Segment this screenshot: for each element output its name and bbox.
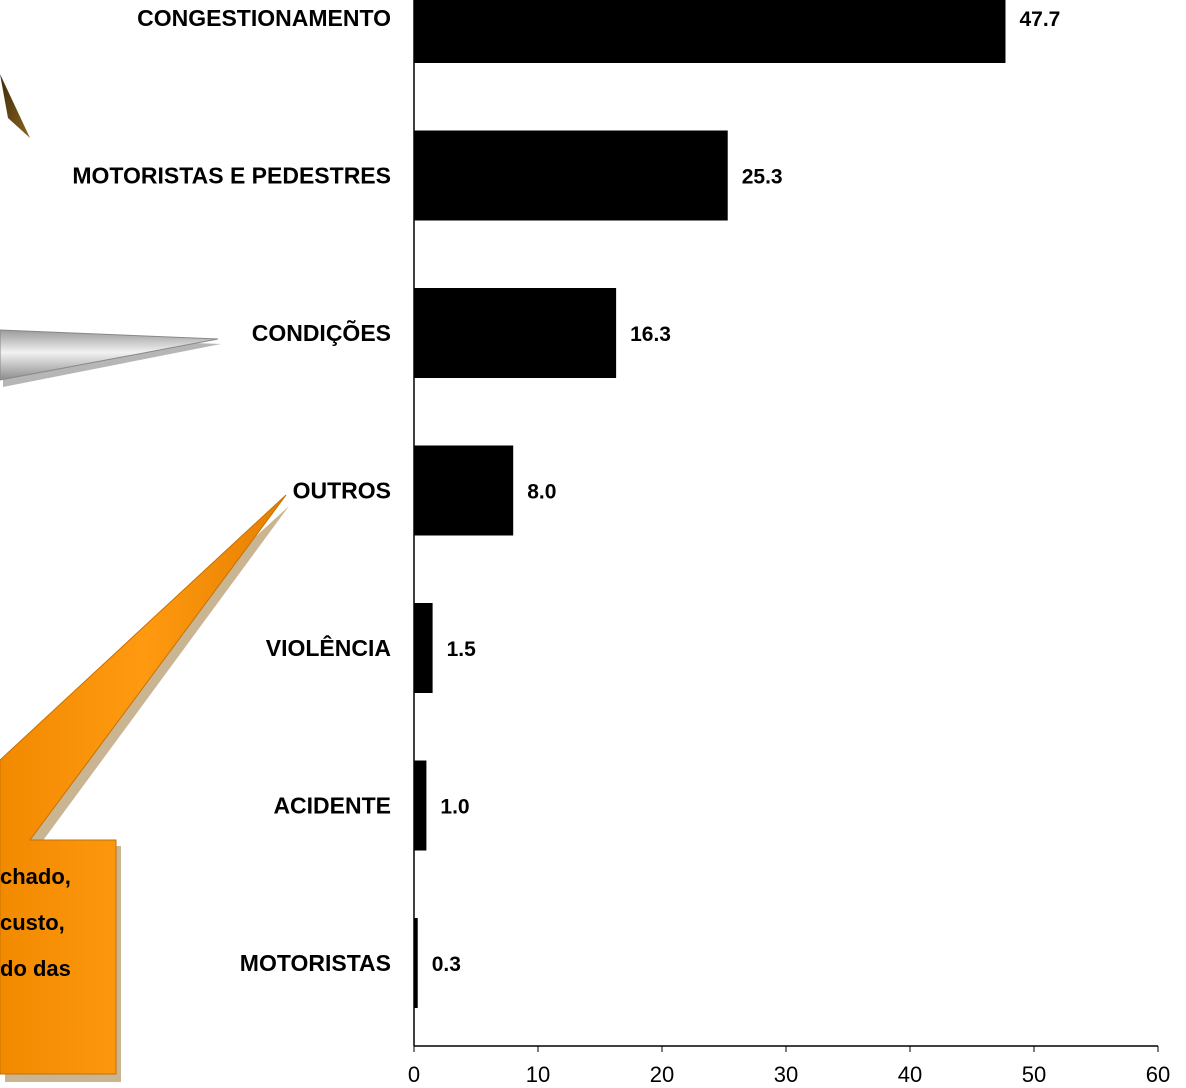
gray-callout-pointer [0,329,219,381]
value-label-6: 0.3 [432,953,461,976]
bar-0 [414,0,1006,63]
callout-line-3: do das [0,956,71,981]
callout-line-2: custo, [0,910,65,935]
x-tick-label-4: 40 [898,1062,922,1087]
category-label-5: ACIDENTE [273,793,391,819]
category-label-4: VIOLÊNCIA [266,634,391,661]
value-labels-group: 47.7 25.3 16.3 8.0 1.5 1.0 0.3 [432,8,1061,976]
x-tick-label-1: 10 [526,1062,550,1087]
value-label-4: 1.5 [447,638,477,661]
category-label-3: OUTROS [293,478,391,504]
bar-3 [414,445,514,536]
x-tick-label-0: 0 [408,1062,420,1087]
bar-6 [414,918,418,1008]
brown-callout-pointer [0,74,30,138]
x-tick-label-3: 30 [774,1062,798,1087]
category-label-6: MOTORISTAS [240,950,391,976]
x-tick-label-6: 60 [1146,1062,1170,1087]
category-label-2: CONDIÇÕES [252,319,391,346]
value-label-1: 25.3 [742,166,783,189]
x-tick-label-5: 50 [1022,1062,1046,1087]
value-label-0: 47.7 [1019,8,1060,31]
x-axis-ticks-group: 0 10 20 30 40 50 60 [408,1046,1170,1087]
value-label-2: 16.3 [630,323,671,346]
callout-line-1: chado, [0,864,71,889]
value-label-5: 1.0 [440,796,469,819]
orange-callout-box [0,494,287,1075]
value-label-3: 8.0 [527,481,556,504]
category-label-0: CONGESTIONAMENTO [137,5,391,31]
bars-group [414,0,1006,1008]
bar-2 [414,288,617,378]
category-label-1: MOTORISTAS E PEDESTRES [72,163,391,189]
category-labels-group: CONGESTIONAMENTO MOTORISTAS E PEDESTRES CO… [72,5,391,976]
bar-4 [414,603,433,693]
callouts: chado, custo, do das [0,74,289,1082]
bar-5 [414,760,427,851]
x-tick-label-2: 20 [650,1062,674,1087]
bar-1 [414,130,728,221]
